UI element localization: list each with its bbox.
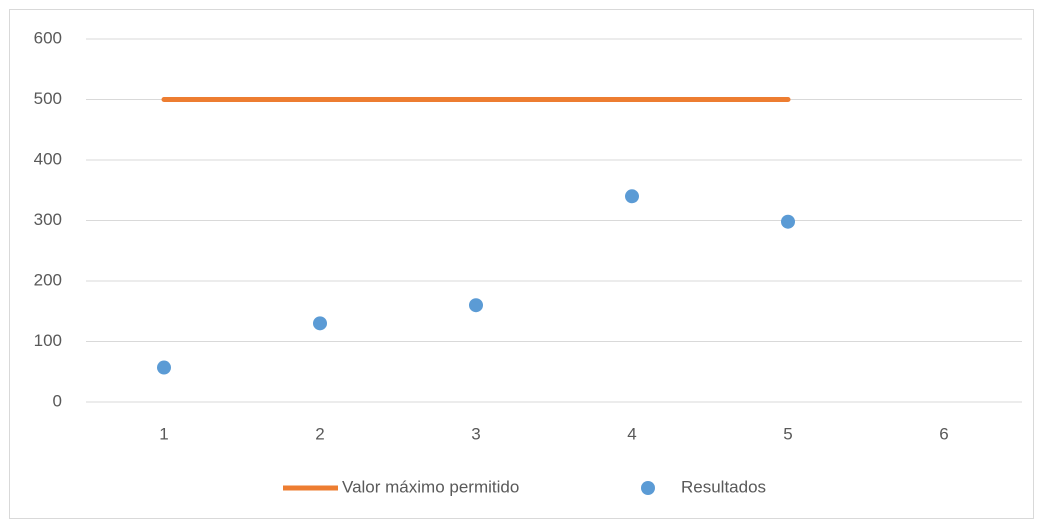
x-tick-label: 3 — [471, 424, 480, 443]
legend-label: Resultados — [681, 477, 766, 496]
y-tick-label: 600 — [34, 28, 62, 47]
data-point — [625, 189, 639, 204]
legend-swatch — [641, 481, 655, 495]
data-point — [313, 316, 327, 331]
data-point — [157, 360, 171, 375]
y-tick-label: 400 — [34, 149, 62, 168]
x-tick-label: 4 — [627, 424, 636, 443]
legend-label: Valor máximo permitido — [342, 477, 519, 496]
data-point — [469, 298, 483, 313]
x-tick-label: 5 — [783, 424, 792, 443]
data-point — [781, 214, 795, 229]
x-tick-label: 2 — [315, 424, 324, 443]
y-tick-label: 200 — [34, 270, 62, 289]
y-tick-label: 0 — [53, 391, 62, 410]
x-tick-label: 1 — [159, 424, 168, 443]
y-tick-label: 100 — [34, 331, 62, 350]
x-tick-label: 6 — [939, 424, 948, 443]
y-tick-label: 500 — [34, 89, 62, 108]
chart-border — [9, 9, 1034, 519]
y-tick-label: 300 — [34, 210, 62, 229]
